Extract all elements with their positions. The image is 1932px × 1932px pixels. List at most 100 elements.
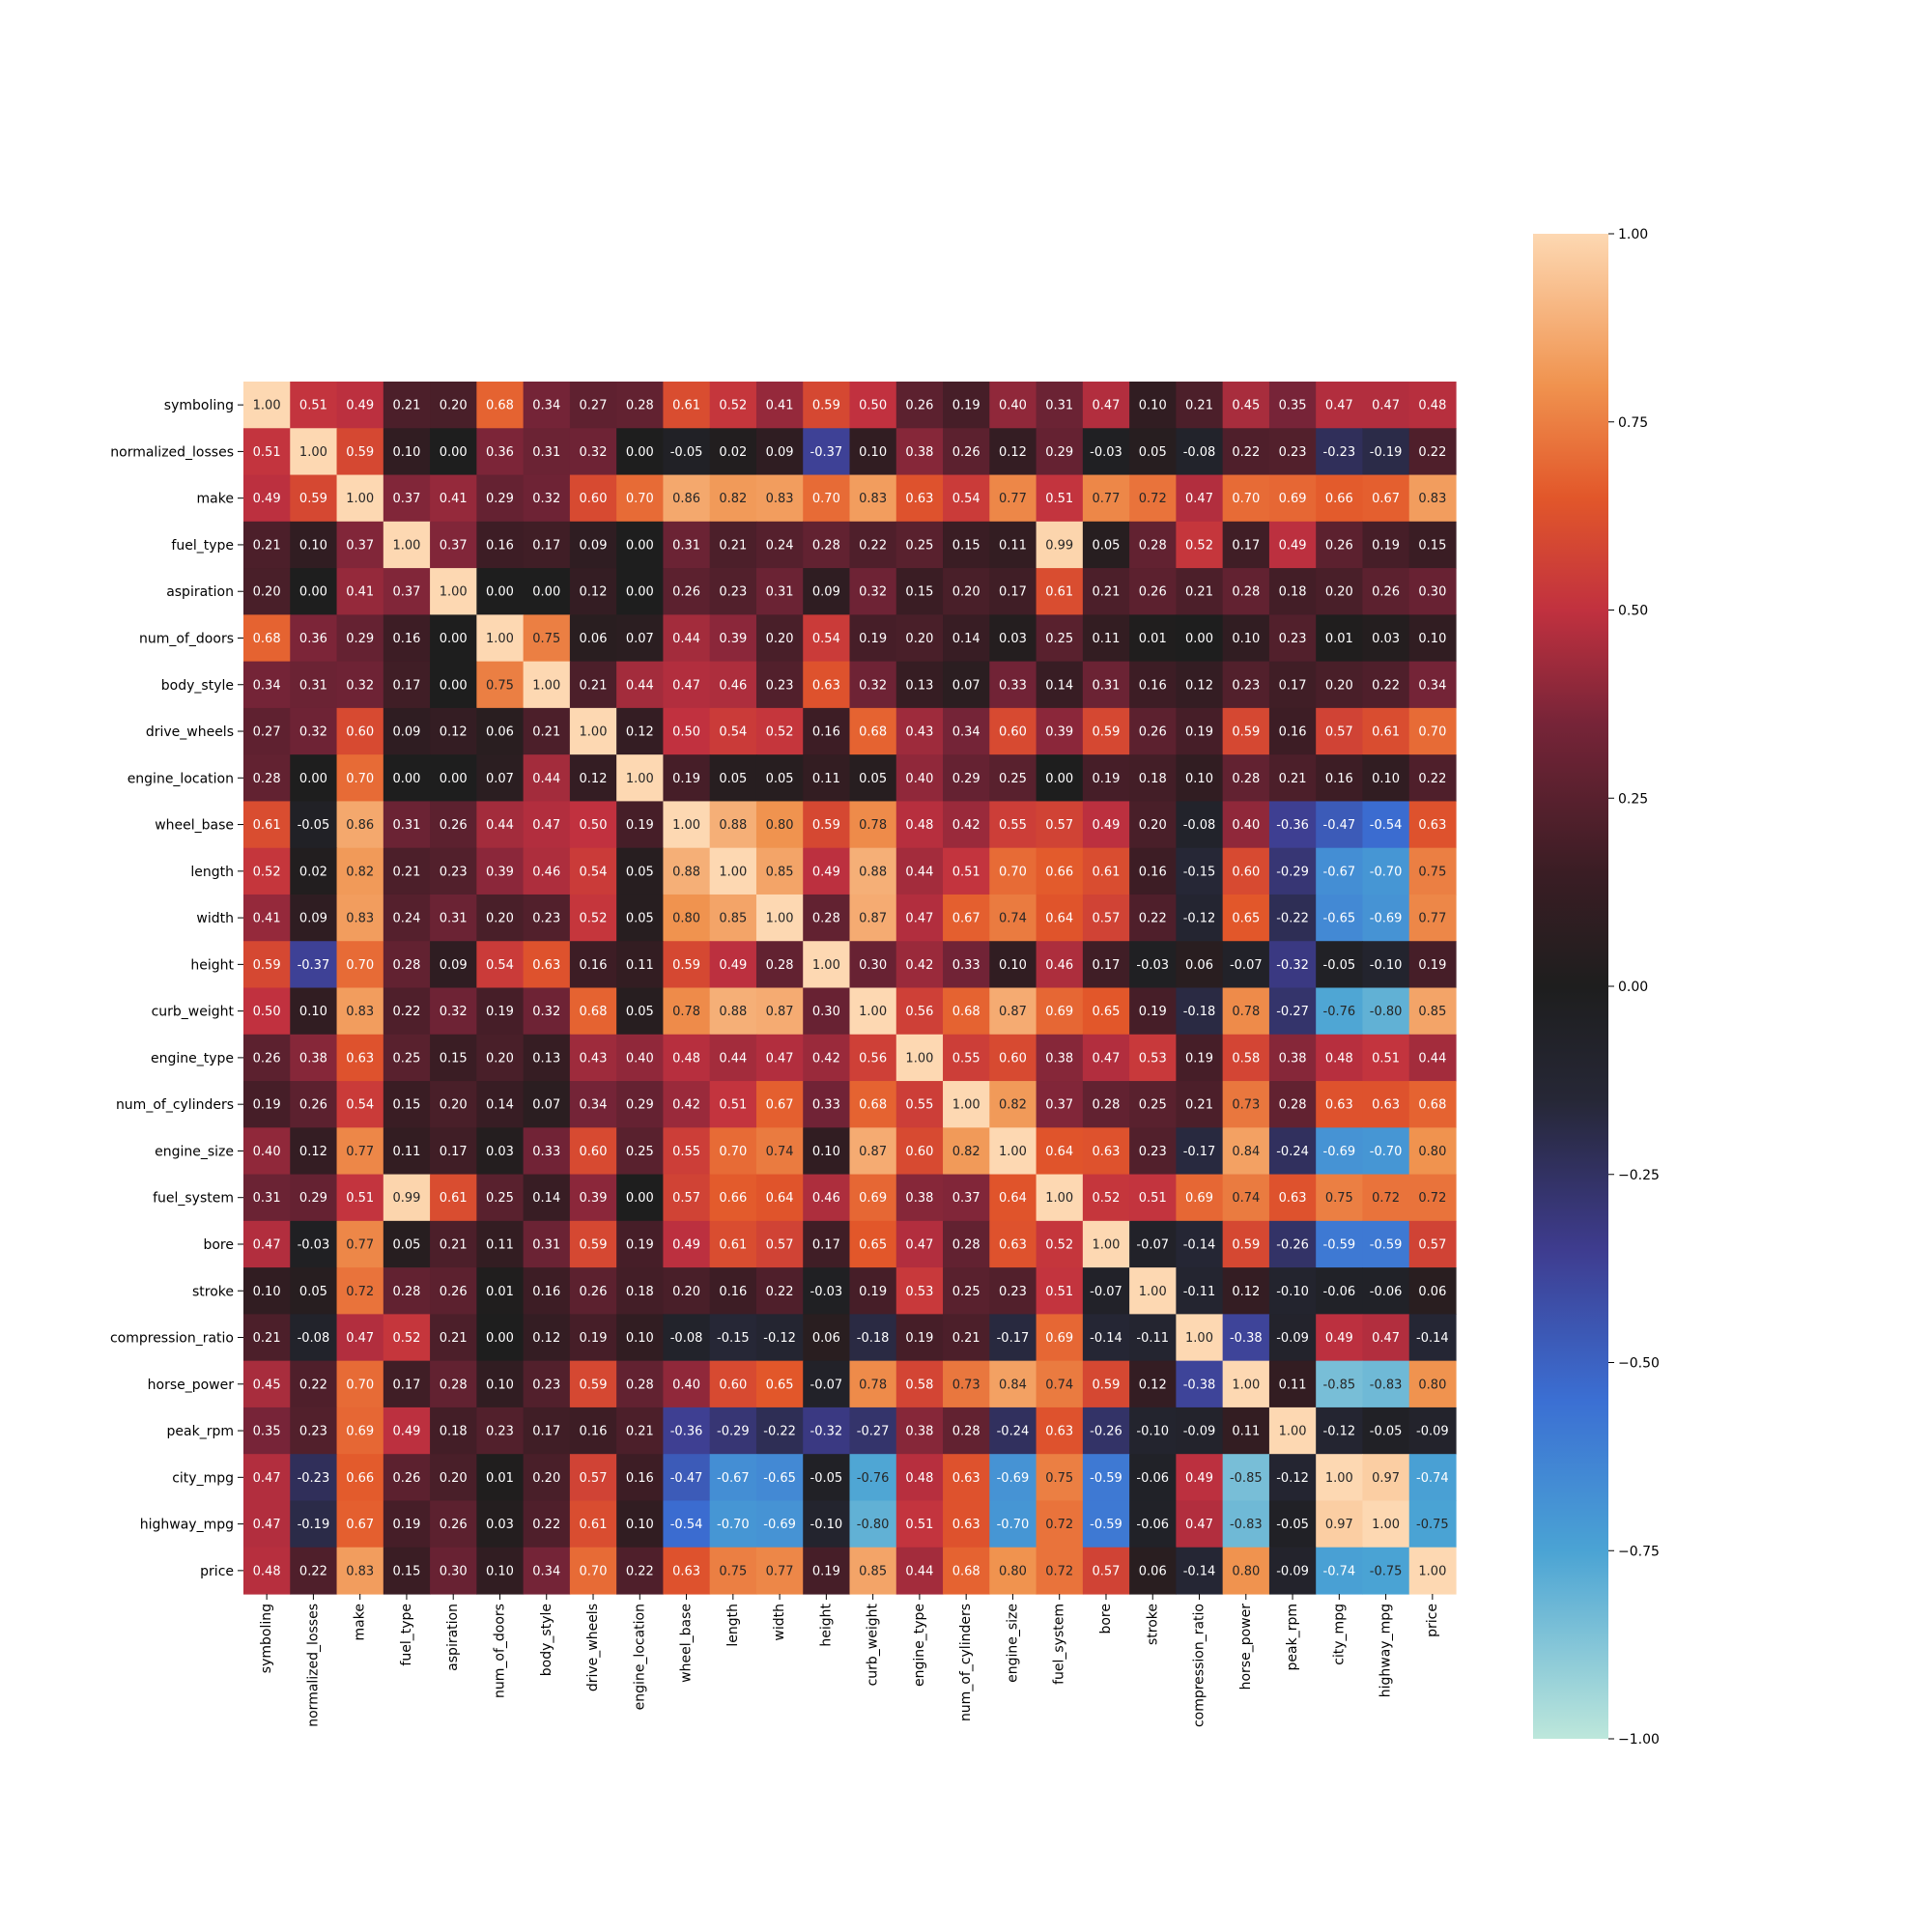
heatmap-cell-value: 0.56 bbox=[859, 1051, 887, 1065]
heatmap-cell-value: 0.15 bbox=[1418, 538, 1446, 553]
heatmap-cell-value: -0.26 bbox=[1090, 1425, 1122, 1439]
heatmap-cell bbox=[523, 568, 571, 615]
heatmap-cell bbox=[430, 428, 477, 476]
heatmap-cell bbox=[1036, 1034, 1084, 1082]
heatmap-cell-value: 0.21 bbox=[1093, 585, 1121, 600]
heatmap-cell bbox=[569, 1360, 617, 1408]
heatmap-cell-value: 0.77 bbox=[766, 1564, 794, 1578]
heatmap-cell-value: 0.67 bbox=[346, 1518, 374, 1532]
heatmap-cell bbox=[336, 568, 384, 615]
heatmap-cell-value: -0.05 bbox=[1370, 1425, 1403, 1439]
heatmap-cell-value: 0.22 bbox=[626, 1564, 654, 1578]
heatmap-cell-value: 0.82 bbox=[346, 865, 374, 879]
heatmap-cell-value: -0.09 bbox=[1183, 1425, 1216, 1439]
heatmap-cell-value: 0.31 bbox=[1093, 678, 1121, 693]
heatmap-cell bbox=[616, 382, 665, 429]
heatmap-cell-value: 0.38 bbox=[905, 1425, 933, 1439]
heatmap-cell bbox=[523, 847, 571, 895]
heatmap-cell bbox=[1129, 1314, 1177, 1362]
heatmap-cell bbox=[895, 1174, 944, 1222]
heatmap-cell-value: -0.29 bbox=[717, 1425, 750, 1439]
heatmap-cell bbox=[243, 1500, 291, 1548]
heatmap-cell bbox=[849, 941, 897, 989]
heatmap-cell bbox=[430, 801, 477, 849]
heatmap-cell bbox=[336, 987, 384, 1036]
heatmap-cell bbox=[243, 568, 291, 615]
heatmap-cell bbox=[1176, 1406, 1224, 1455]
heatmap-cell-value: 0.97 bbox=[1325, 1518, 1353, 1532]
heatmap-cell-value: 0.05 bbox=[859, 772, 887, 786]
heatmap-cell bbox=[616, 614, 665, 663]
heatmap-cell bbox=[1129, 894, 1177, 942]
x-axis-tick-label: horse_power bbox=[1238, 1604, 1254, 1690]
heatmap-cell bbox=[803, 1174, 851, 1222]
heatmap-cell bbox=[383, 801, 431, 849]
heatmap-cell-value: 0.99 bbox=[392, 1191, 420, 1206]
heatmap-cell bbox=[1176, 1314, 1224, 1362]
heatmap-cell-value: 0.39 bbox=[1045, 725, 1073, 740]
heatmap-cell bbox=[709, 1360, 757, 1408]
heatmap-cell bbox=[243, 801, 291, 849]
heatmap-cell bbox=[616, 474, 665, 523]
heatmap-cell-value: 0.53 bbox=[905, 1285, 933, 1299]
heatmap-cell-value: 0.09 bbox=[580, 538, 608, 553]
heatmap-cell bbox=[943, 661, 990, 709]
heatmap-cell bbox=[709, 521, 757, 569]
heatmap-cell bbox=[569, 1127, 617, 1176]
heatmap-cell bbox=[336, 754, 384, 803]
heatmap-cell bbox=[290, 1360, 338, 1408]
heatmap-cell-value: 0.72 bbox=[346, 1285, 374, 1299]
heatmap-cell bbox=[243, 428, 291, 476]
heatmap-cell-value: -0.19 bbox=[1370, 445, 1403, 460]
heatmap-cell-value: 0.30 bbox=[812, 1005, 840, 1019]
heatmap-cell-value: 0.33 bbox=[952, 958, 980, 973]
heatmap-cell bbox=[709, 801, 757, 849]
heatmap-cell bbox=[430, 614, 477, 663]
heatmap-cell bbox=[1082, 382, 1130, 429]
heatmap-cell-value: 0.00 bbox=[626, 538, 654, 553]
heatmap-cell-value: -0.10 bbox=[1370, 958, 1403, 973]
heatmap-cell bbox=[430, 707, 477, 755]
heatmap-cell-value: 0.03 bbox=[486, 1145, 514, 1159]
heatmap-cell-value: 1.00 bbox=[1093, 1237, 1121, 1252]
heatmap-cell-value: 0.59 bbox=[1232, 1237, 1260, 1252]
heatmap-cell-value: 0.28 bbox=[812, 538, 840, 553]
heatmap-cell bbox=[1222, 941, 1270, 989]
heatmap-cell-value: 0.29 bbox=[486, 492, 514, 506]
heatmap-cell bbox=[1408, 1500, 1457, 1548]
heatmap-cell bbox=[1408, 1081, 1457, 1128]
heatmap-cell bbox=[1316, 1454, 1364, 1502]
heatmap-cell-value: 0.20 bbox=[440, 399, 468, 413]
heatmap-cell bbox=[383, 987, 431, 1036]
heatmap-cell bbox=[895, 521, 944, 569]
heatmap-cell-value: 0.21 bbox=[626, 1425, 654, 1439]
heatmap-cell-value: 0.12 bbox=[580, 772, 608, 786]
heatmap-cell bbox=[523, 428, 571, 476]
heatmap-cell-value: 0.20 bbox=[486, 912, 514, 926]
heatmap-cell bbox=[895, 847, 944, 895]
heatmap-cell bbox=[943, 521, 990, 569]
heatmap-cell bbox=[290, 987, 338, 1036]
heatmap-cell bbox=[709, 1127, 757, 1176]
heatmap-cell bbox=[895, 1406, 944, 1455]
heatmap-cell-value: 0.55 bbox=[999, 818, 1027, 833]
heatmap-cell bbox=[1362, 1406, 1410, 1455]
heatmap-cell bbox=[523, 1081, 571, 1128]
heatmap-cell bbox=[523, 1220, 571, 1268]
heatmap-cell-value: 0.47 bbox=[1372, 399, 1400, 413]
heatmap-cell bbox=[616, 1454, 665, 1502]
heatmap-cell bbox=[989, 987, 1037, 1036]
heatmap-cell bbox=[476, 894, 525, 942]
heatmap-cell bbox=[755, 1174, 804, 1222]
heatmap-cell-value: 0.65 bbox=[1093, 1005, 1121, 1019]
heatmap-cell bbox=[1036, 1500, 1084, 1548]
heatmap-cell-value: 0.57 bbox=[1418, 1237, 1446, 1252]
heatmap-cell bbox=[989, 1360, 1037, 1408]
heatmap-cell-value: 0.30 bbox=[1418, 585, 1446, 600]
heatmap-cell bbox=[1268, 428, 1317, 476]
heatmap-cell-value: 1.00 bbox=[859, 1005, 887, 1019]
heatmap-cell-value: 0.29 bbox=[626, 1098, 654, 1113]
heatmap-cell-value: 0.25 bbox=[952, 1285, 980, 1299]
heatmap-cell-value: 0.48 bbox=[1325, 1051, 1353, 1065]
